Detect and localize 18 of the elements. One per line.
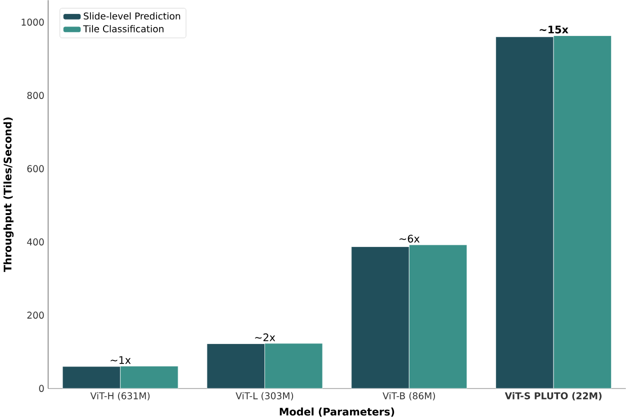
x-tick-label: ViT-B (86M) (382, 392, 435, 400)
y-tick-label: 200 (27, 312, 44, 319)
y-tick-label: 800 (27, 92, 44, 99)
annotation: ~6x (400, 234, 420, 242)
x-axis-title: Model (Parameters) (280, 407, 394, 417)
y-tick-label: 1000 (22, 18, 44, 26)
x-tick-label: ViT-L (303M) (236, 392, 294, 400)
y-tick-label: 400 (27, 238, 44, 246)
legend-label: Tile Classification (83, 24, 164, 32)
annotation: ~2x (255, 333, 276, 341)
y-axis-title: Throughput (Tiles/Second) (3, 117, 14, 272)
x-tick-label: ViT-H (631M) (90, 392, 150, 400)
annotation: ~15x (540, 26, 568, 34)
x-tick-label: ViT-S PLUTO (22M) (504, 392, 602, 400)
y-tick-label: 600 (27, 165, 44, 172)
y-tick-label: 0 (39, 384, 44, 392)
legend-label: Slide-level Prediction (84, 12, 180, 20)
annotation: ~1x (110, 356, 131, 364)
